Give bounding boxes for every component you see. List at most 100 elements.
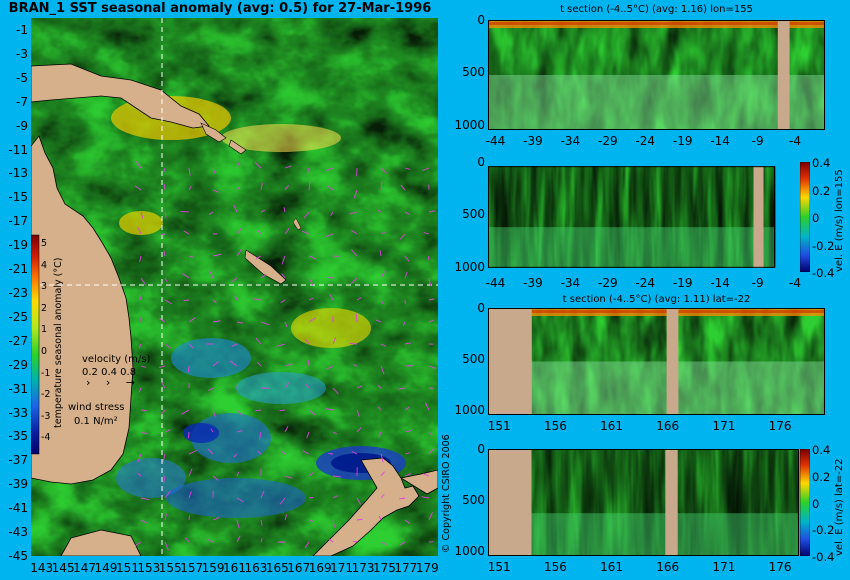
vel-colorbar-2 — [800, 449, 810, 556]
velocity-arrow — [377, 406, 382, 411]
map-colorbar-label: temperature seasonal anomaly (°C) — [53, 257, 64, 428]
velocity-arrow — [404, 255, 410, 262]
velocity-arrow — [163, 167, 166, 173]
velocity-arrow — [305, 339, 310, 345]
velocity-arrow — [284, 165, 292, 169]
velocity-arrow — [137, 472, 142, 477]
velocity-arrow — [380, 471, 385, 477]
section-x-tick-label: 166 — [656, 419, 680, 433]
t-section-lat-22-plot — [488, 308, 825, 415]
map-x-tick-label: 151 — [115, 561, 139, 575]
vel-colorbar-tick-label: -0.4 — [812, 550, 835, 564]
map-x-tick-label: 147 — [73, 561, 96, 575]
map-cbar-tick: -3 — [41, 410, 51, 422]
velocity-arrow — [212, 299, 217, 304]
velocity-arrow — [231, 343, 238, 347]
velocity-arrow — [254, 162, 262, 169]
section-y-tick-label: 0 — [477, 442, 485, 456]
velocity-arrow — [284, 475, 293, 479]
section-x-tick-label: -24 — [635, 134, 656, 148]
map-x-tick-label: 165 — [265, 561, 289, 575]
section-deep-layer — [488, 75, 825, 130]
velocity-arrow — [427, 255, 430, 261]
velocity-arrow — [236, 227, 243, 235]
map-x-tick-label: 173 — [351, 561, 375, 575]
velocity-arrow — [236, 321, 243, 324]
velocity-arrow — [135, 160, 142, 169]
velocity-arrow — [140, 497, 150, 501]
velocity-arrow — [380, 271, 385, 279]
velocity-arrow — [188, 450, 197, 455]
velocity-arrow — [163, 184, 166, 191]
velocity-arrow — [402, 321, 406, 327]
velocity-arrow — [348, 211, 358, 215]
velocity-arrow — [236, 535, 241, 543]
map-y-tick-label: -41 — [8, 501, 28, 516]
velocity-arrow — [140, 409, 147, 412]
map-x-tick-label: 179 — [415, 561, 439, 575]
section-land — [488, 449, 532, 556]
map-x-tick-label: 169 — [308, 561, 332, 575]
velocity-arrow — [160, 409, 166, 415]
vel-colorbar-tick-label: 0 — [812, 496, 820, 511]
section-y-tick-label: 0 — [477, 13, 485, 27]
velocity-arrow — [164, 299, 173, 305]
map-x-tick-label: 167 — [287, 561, 311, 575]
velocity-arrow — [350, 277, 358, 285]
section-x-tick-label: 161 — [600, 419, 624, 433]
velocity-arrow — [428, 298, 435, 301]
velocity-arrow — [351, 229, 358, 235]
map-y-tick-label: -27 — [8, 333, 28, 348]
velocity-arrow — [159, 365, 166, 369]
velocity-arrow — [380, 453, 384, 463]
velocity-arrow — [399, 233, 406, 240]
velocity-arrow — [428, 277, 432, 286]
section-x-tick-label: 176 — [768, 560, 792, 574]
map-x-tick-label: 153 — [137, 561, 161, 575]
velocity-arrow — [164, 429, 171, 433]
section-y-tick-label: 1000 — [454, 259, 485, 274]
map-cbar-tick: -1 — [41, 367, 51, 379]
velocity-arrow — [281, 255, 286, 265]
section-x-tick-label: -4 — [789, 276, 802, 290]
velocity-arrow — [351, 451, 358, 455]
velocity-arrow — [206, 538, 214, 543]
velocity-arrow — [308, 519, 313, 523]
section-x-tick-label: -44 — [485, 276, 506, 290]
map-x-tick-label: 149 — [94, 561, 118, 575]
section-y-tick-label: 0 — [477, 155, 485, 169]
vel-colorbar-1-label: vel. E (m/s) lon=155 — [834, 169, 845, 272]
map-x-tick-label: 155 — [158, 561, 182, 575]
velocity-arrow — [231, 277, 238, 283]
section-x-tick-label: -19 — [672, 134, 693, 148]
velocity-arrow — [404, 519, 411, 524]
section-y-tick-label: 500 — [462, 492, 485, 507]
velocity-arrow — [284, 425, 289, 433]
velocity-arrow — [428, 512, 433, 521]
section-land — [666, 308, 679, 415]
vel-section-lon155-plot — [488, 166, 776, 268]
velocity-arrow — [404, 406, 410, 411]
velocity-arrow — [188, 167, 191, 176]
map-x-tick-label: 161 — [223, 561, 246, 575]
velocity-arrow — [380, 181, 383, 191]
velocity-arrow — [303, 211, 310, 219]
map-cbar-tick: 2 — [41, 302, 48, 314]
velocity-arrow — [380, 365, 385, 375]
section-x-tick-label: -34 — [560, 276, 581, 290]
velocity-arrow — [404, 473, 411, 477]
velocity-arrow — [332, 387, 339, 395]
velocity-arrow — [404, 452, 411, 455]
velocity-arrow — [428, 365, 437, 370]
velocity-arrow — [308, 297, 314, 301]
velocity-arrow — [212, 167, 216, 174]
velocity-arrow — [356, 409, 360, 417]
section-y-tick-label: 1000 — [454, 543, 485, 558]
velocity-arrow — [255, 337, 262, 345]
velocity-arrow — [380, 299, 384, 304]
map-y-tick-label: -19 — [8, 238, 28, 253]
velocity-arrow — [140, 211, 144, 219]
velocity-arrow — [329, 293, 334, 301]
vel-section-lat-22-plot — [488, 449, 799, 556]
map-y-tick-label: -13 — [8, 166, 28, 181]
